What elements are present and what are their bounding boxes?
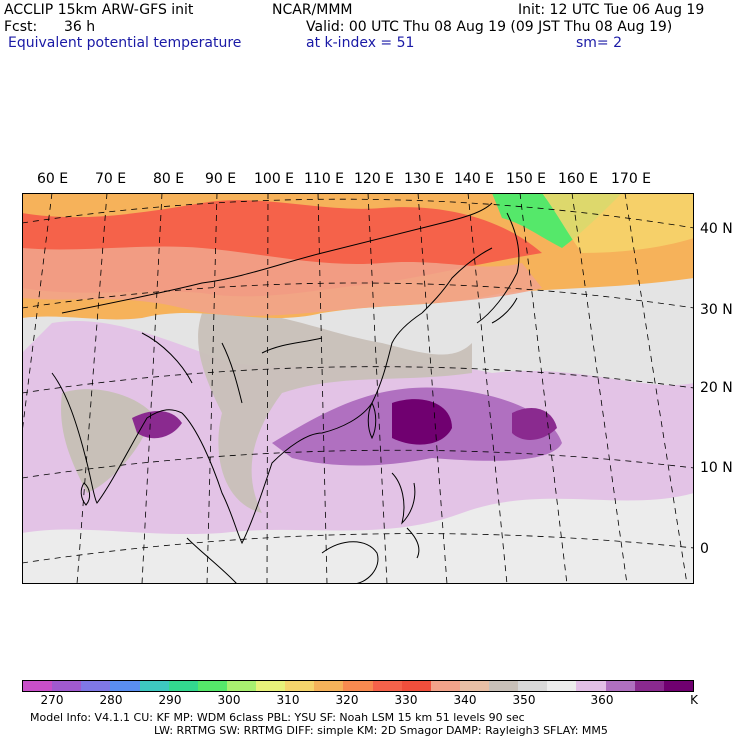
colorbar-tick-label: 320: [335, 693, 359, 707]
lat-label: 30 N: [700, 302, 733, 318]
colorbar-swatch: [52, 681, 82, 691]
lon-label: 70 E: [95, 171, 127, 187]
colorbar-swatch: [518, 681, 548, 691]
high-theta-band-light-red: [22, 246, 542, 316]
grey-land-region: [198, 310, 472, 513]
lon-label: 110 E: [304, 171, 345, 187]
lon-label: 150 E: [506, 171, 547, 187]
lat-label: 0: [700, 541, 709, 557]
colorbar-swatch: [226, 681, 256, 691]
colorbar-swatch: [343, 681, 373, 691]
colorbar-swatch: [23, 681, 53, 691]
colorbar-swatch: [401, 681, 431, 691]
meridian: [22, 193, 53, 434]
colorbar-swatch: [430, 681, 460, 691]
dark-purple-core: [392, 399, 452, 445]
bay-of-bengal-purple: [132, 411, 182, 439]
colorbar-swatch: [110, 681, 140, 691]
lon-label: 170 E: [611, 171, 652, 187]
colorbar-tick-label: 360: [590, 693, 614, 707]
colorbar-swatch: [547, 681, 577, 691]
colorbar-tick-label: 310: [276, 693, 300, 707]
model-info-line-1: Model Info: V4.1.1 CU: KF MP: WDM 6class…: [30, 711, 525, 724]
lon-label: 100 E: [254, 171, 295, 187]
southeast-asia-coastline: [181, 312, 423, 545]
colorbar-tick-label: 280: [99, 693, 123, 707]
theta-e-map: [22, 193, 694, 584]
meridian-lines: [22, 193, 688, 584]
colorbar-unit: K: [690, 693, 698, 707]
lat-label: 10 N: [700, 460, 733, 476]
taiwan-coastline: [367, 401, 377, 440]
colorbar-tick-label: 300: [217, 693, 241, 707]
colorbar: [22, 680, 694, 692]
east-pacific-purple: [512, 408, 557, 440]
forecast-hours: 36 h: [64, 19, 96, 35]
colorbar-swatch: [168, 681, 198, 691]
init-time: Init: 12 UTC Tue 06 Aug 19: [518, 2, 705, 18]
lon-label: 60 E: [37, 171, 69, 187]
colorbar-swatch: [81, 681, 111, 691]
lat-label: 40 N: [700, 221, 733, 237]
coastlines: [51, 202, 520, 584]
country-borders: [61, 202, 493, 404]
level-index: at k-index = 51: [306, 35, 415, 51]
colorbar-tick-label: 270: [40, 693, 64, 707]
colorbar-swatch: [605, 681, 635, 691]
borneo-coastline: [321, 541, 379, 584]
forecast-label: Fcst:: [4, 19, 38, 35]
colorbar-swatch: [139, 681, 169, 691]
lon-label: 140 E: [454, 171, 495, 187]
lon-label: 160 E: [558, 171, 599, 187]
philippines-coastline: [391, 472, 420, 559]
china-coastline: [421, 247, 493, 314]
colorbar-swatch: [489, 681, 519, 691]
japan-coastline: [476, 212, 520, 324]
sumatra-coastline: [186, 537, 238, 584]
lon-label: 120 E: [354, 171, 395, 187]
lon-label: 90 E: [205, 171, 237, 187]
model-title: ACCLIP 15km ARW-GFS init: [4, 2, 194, 18]
india-grey-region: [61, 389, 152, 493]
colorbar-swatch: [285, 681, 315, 691]
sri-lanka-coastline: [80, 482, 91, 506]
map-border: [22, 193, 694, 584]
colorbar-tick-label: 340: [453, 693, 477, 707]
lon-label: 80 E: [153, 171, 185, 187]
valid-time: Valid: 00 UTC Thu 08 Aug 19 (09 JST Thu …: [306, 19, 673, 35]
colorbar-swatch: [197, 681, 227, 691]
field-name: Equivalent potential temperature: [8, 35, 242, 51]
colorbar-swatch: [459, 681, 489, 691]
colorbar-swatch: [576, 681, 606, 691]
smoothing-value: sm= 2: [576, 35, 623, 51]
low-theta-band-yellow: [542, 193, 694, 253]
colorbar-swatch: [663, 681, 693, 691]
colorbar-tick-label: 330: [394, 693, 418, 707]
colorbar-tick-label: 290: [158, 693, 182, 707]
organization-label: NCAR/MMM: [272, 2, 353, 18]
model-info-line-2: LW: RRTMG SW: RRTMG DIFF: simple KM: 2D …: [154, 724, 608, 737]
india-coastline: [51, 372, 183, 504]
colorbar-swatch: [634, 681, 664, 691]
colorbar-swatch: [256, 681, 286, 691]
colorbar-swatch: [314, 681, 344, 691]
colorbar-swatch: [372, 681, 402, 691]
lon-label: 130 E: [404, 171, 445, 187]
colorbar-tick-label: 350: [512, 693, 536, 707]
lat-label: 20 N: [700, 380, 733, 396]
